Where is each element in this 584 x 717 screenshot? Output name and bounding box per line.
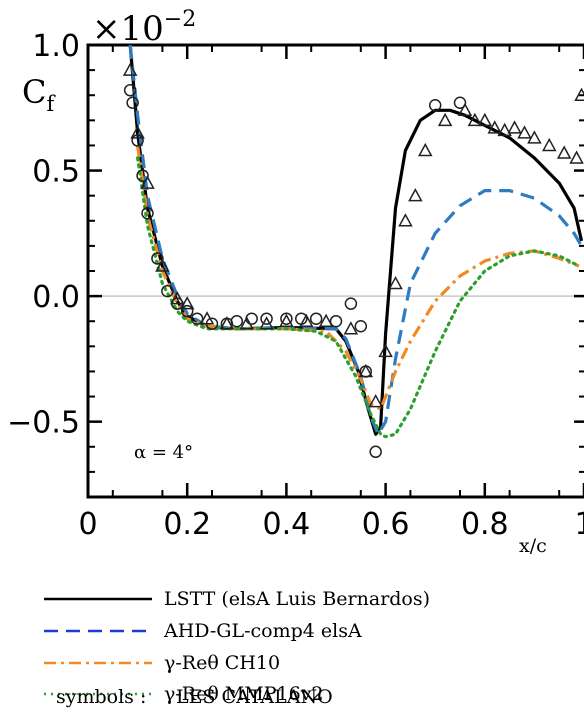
legend: LSTT (elsA Luis Bernardos) AHD-GL-comp4 e… — [44, 588, 430, 708]
circle-marker — [190, 312, 204, 325]
triangle-marker — [259, 316, 274, 330]
y-axis-multiplier: ×10−2 — [92, 7, 196, 49]
triangle-marker — [574, 87, 584, 101]
x-tick-label: 1 — [574, 507, 584, 542]
y-tick-label: 1.0 — [32, 29, 80, 64]
triangle-marker — [398, 213, 413, 227]
circle-marker — [309, 312, 323, 325]
triangle-marker — [318, 313, 334, 327]
triangle-marker — [343, 321, 359, 335]
x-tick-label: 0 — [78, 507, 97, 542]
axis-ticks: 0 0.2 0.4 0.6 0.8 1 −0.5 0.0 0.5 1.0 — [7, 29, 584, 542]
triangle-marker — [457, 102, 473, 117]
triangle-marker — [418, 142, 433, 157]
triangle-marker — [527, 130, 542, 144]
circle-marker — [126, 96, 139, 110]
triangle-marker — [130, 125, 145, 139]
triangle-marker — [437, 112, 453, 127]
series-line — [136, 156, 581, 439]
legend-label: LSTT (elsA Luis Bernardos) — [164, 588, 430, 610]
triangle-marker — [477, 112, 493, 127]
triangle-marker — [170, 291, 185, 305]
alpha-annotation: α = 4° — [134, 442, 193, 463]
circle-marker — [123, 83, 137, 97]
triangle-marker — [569, 150, 584, 164]
x-tick-label: 0.2 — [163, 507, 211, 542]
circle-marker — [329, 314, 343, 328]
circle-marker — [180, 304, 194, 318]
circle-marker — [131, 134, 144, 147]
triangle-marker — [155, 258, 170, 272]
circle-marker — [141, 206, 154, 220]
x-tick-label: 0.6 — [362, 507, 410, 542]
x-axis-label: x/c — [519, 535, 547, 557]
series-line — [128, 45, 583, 436]
triangle-marker — [140, 175, 155, 189]
triangle-marker — [358, 363, 374, 378]
y-tick-label: 0.5 — [32, 155, 80, 190]
triangle-marker — [219, 316, 235, 330]
circle-marker — [280, 312, 293, 325]
triangle-marker — [497, 122, 512, 137]
triangle-marker — [467, 112, 483, 127]
triangle-marker — [388, 275, 403, 290]
legend-label: γ-Reθ MMP16v2 — [164, 683, 324, 705]
legend-label: γ-Reθ CH10 — [164, 652, 280, 674]
circle-marker — [151, 252, 164, 265]
series-lines — [128, 45, 584, 439]
triangle-marker — [542, 137, 557, 152]
x-tick-label: 0.4 — [263, 507, 311, 542]
circle-marker — [161, 284, 174, 298]
axis-labels: ×10−2 Cf x/c α = 4° — [22, 7, 547, 557]
circle-marker — [136, 169, 149, 182]
triangle-marker — [487, 120, 502, 134]
circle-marker — [230, 314, 244, 328]
circle-marker — [344, 297, 358, 310]
circle-marker — [260, 312, 273, 325]
legend-symbols-label: LES CATALANO — [176, 686, 333, 708]
triangle-marker — [408, 188, 423, 202]
circle-marker — [354, 319, 368, 333]
triangle-marker — [279, 313, 294, 327]
triangle-marker — [556, 145, 572, 159]
y-tick-label: −0.5 — [7, 406, 80, 441]
data-markers — [122, 62, 584, 459]
triangle-marker — [239, 316, 254, 330]
triangle-marker — [507, 120, 522, 134]
circle-marker — [453, 96, 467, 110]
triangle-marker — [122, 62, 138, 76]
y-tick-label: 0.0 — [32, 280, 80, 315]
x-tick-label: 0.8 — [461, 507, 509, 542]
y-axis-label: Cf — [22, 73, 56, 116]
triangle-marker — [199, 311, 215, 325]
legend-label: AHD-GL-comp4 elsA — [163, 620, 362, 642]
triangle-marker — [298, 313, 314, 327]
circle-marker — [428, 99, 442, 112]
triangle-marker — [368, 394, 383, 408]
triangle-marker — [378, 343, 393, 358]
triangle-marker — [517, 125, 532, 139]
legend-symbols-prefix: symbols : — [56, 686, 146, 708]
triangle-marker — [179, 296, 195, 310]
circle-marker — [369, 445, 382, 459]
